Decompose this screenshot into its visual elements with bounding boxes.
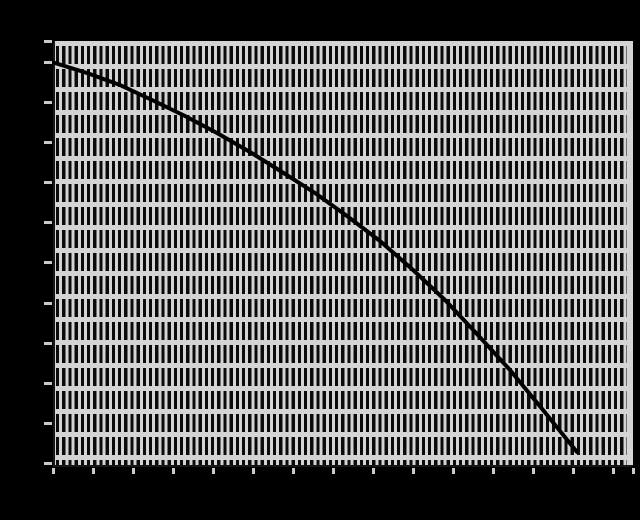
y-tick-mark — [44, 381, 52, 385]
x-tick-mark — [491, 468, 495, 474]
y-tick-mark — [44, 39, 52, 43]
bottom-axis-spine — [53, 465, 633, 467]
x-tick-mark — [371, 468, 375, 474]
x-tick-mark — [251, 468, 255, 474]
x-tick-mark — [611, 468, 615, 474]
x-tick-mark — [51, 468, 55, 474]
x-tick-mark — [631, 468, 635, 474]
x-tick-mark — [291, 468, 295, 474]
x-tick-mark — [131, 468, 135, 474]
y-tick-mark — [44, 100, 52, 104]
x-tick-mark — [211, 468, 215, 474]
y-tick-mark — [44, 220, 52, 224]
right-edge-strip — [627, 41, 633, 467]
x-tick-mark — [331, 468, 335, 474]
y-tick-mark — [44, 341, 52, 345]
y-tick-mark — [44, 260, 52, 264]
x-tick-mark — [91, 468, 95, 474]
y-tick-mark — [44, 461, 52, 465]
y-tick-mark — [44, 60, 52, 64]
x-tick-mark — [171, 468, 175, 474]
left-axis-spine — [53, 41, 55, 467]
x-tick-mark — [411, 468, 415, 474]
y-tick-mark — [44, 180, 52, 184]
x-tick-mark — [451, 468, 455, 474]
plot-area — [53, 41, 633, 467]
x-tick-mark — [571, 468, 575, 474]
x-tick-mark — [531, 468, 535, 474]
y-tick-mark — [44, 301, 52, 305]
y-tick-mark — [44, 421, 52, 425]
y-tick-mark — [44, 140, 52, 144]
